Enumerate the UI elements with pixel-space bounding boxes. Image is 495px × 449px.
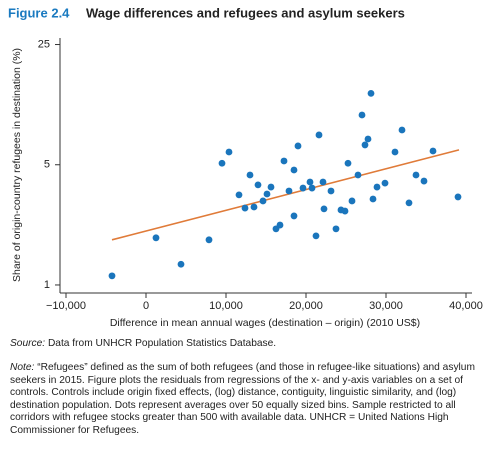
point <box>306 178 314 186</box>
point <box>290 212 298 220</box>
x-tick-label: −10,000 <box>46 300 86 312</box>
figure-label: Figure 2.4 <box>8 5 70 20</box>
note: Note: “Refugees” defined as the sum of b… <box>10 362 488 438</box>
point <box>290 166 298 174</box>
point <box>405 199 413 207</box>
point <box>332 225 340 233</box>
point <box>250 203 258 211</box>
x-axis-label: Difference in mean annual wages (destina… <box>110 317 420 329</box>
point <box>381 179 389 187</box>
y-tick-label: 1 <box>44 279 50 291</box>
point <box>344 159 352 167</box>
point <box>358 111 366 119</box>
point <box>429 147 437 155</box>
point <box>225 148 233 156</box>
source-text: Data from UNHCR Population Statistics Da… <box>47 338 277 349</box>
point <box>327 187 335 195</box>
point <box>280 157 288 165</box>
point <box>218 159 226 167</box>
point <box>285 187 293 195</box>
point <box>108 272 116 280</box>
point <box>254 181 262 189</box>
point <box>241 204 249 212</box>
note-text: “Refugees” defined as the sum of both re… <box>10 362 475 436</box>
point <box>354 171 362 179</box>
point <box>315 131 323 139</box>
point <box>361 141 369 149</box>
note-label: Note: <box>10 362 35 373</box>
y-axis-label: Share of origin-country refugees in dest… <box>11 48 23 282</box>
point <box>391 148 399 156</box>
point <box>263 190 271 198</box>
chart-title: Wage differences and refugees and asylum… <box>86 5 405 20</box>
point <box>373 183 381 191</box>
point <box>267 183 275 191</box>
point <box>152 234 160 242</box>
source: Source: Data from UNHCR Population Stati… <box>10 338 488 351</box>
x-tick-label: 10,000 <box>209 300 243 312</box>
point <box>299 184 307 192</box>
point <box>454 193 462 201</box>
x-tick-label: 0 <box>143 300 149 312</box>
point <box>177 260 185 268</box>
point <box>320 205 328 213</box>
point <box>235 191 243 199</box>
point <box>308 184 316 192</box>
y-tick-label: 25 <box>38 38 50 50</box>
point <box>312 232 320 240</box>
point <box>367 89 375 97</box>
point <box>420 177 428 185</box>
point <box>246 171 254 179</box>
point <box>369 195 377 203</box>
point <box>276 221 284 229</box>
y-tick-label: 5 <box>44 159 50 171</box>
point <box>259 197 267 205</box>
point <box>341 207 349 215</box>
x-tick-label: 40,000 <box>449 300 483 312</box>
point <box>205 236 213 244</box>
source-label: Source: <box>10 338 46 349</box>
point <box>364 135 372 143</box>
point <box>398 126 406 134</box>
point <box>294 142 302 150</box>
chart: Figure 2.4 Wage differences and refugees… <box>8 5 483 329</box>
point <box>319 178 327 186</box>
x-tick-label: 20,000 <box>289 300 323 312</box>
point <box>412 171 420 179</box>
x-tick-label: 30,000 <box>369 300 403 312</box>
point <box>348 197 356 205</box>
fit-line <box>111 149 460 241</box>
